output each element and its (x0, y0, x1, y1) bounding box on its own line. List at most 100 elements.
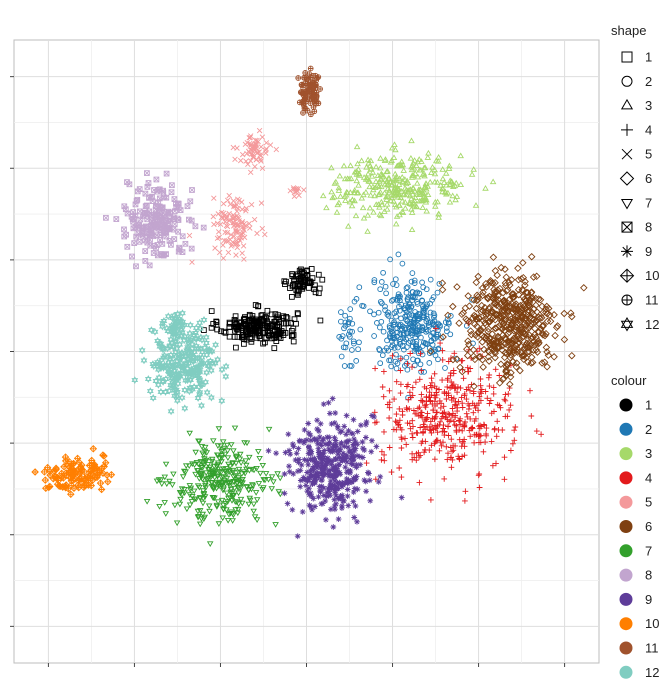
point (359, 204, 367, 211)
point (373, 419, 380, 425)
point (439, 185, 447, 192)
point (390, 154, 398, 161)
point (418, 440, 425, 447)
point (442, 170, 450, 176)
colour-legend-key (619, 422, 633, 436)
point (421, 184, 428, 191)
point (491, 426, 498, 433)
point (443, 396, 450, 402)
point (428, 442, 435, 449)
point (186, 232, 193, 239)
point (416, 327, 423, 334)
point (424, 301, 430, 308)
point (288, 333, 295, 340)
point (311, 479, 318, 486)
point (312, 289, 319, 296)
point (454, 389, 460, 396)
point (431, 370, 438, 377)
point (457, 152, 464, 159)
point (325, 440, 332, 447)
point (388, 469, 395, 475)
point (471, 439, 477, 446)
point (476, 484, 483, 491)
point (432, 352, 439, 359)
point (330, 474, 337, 481)
point (348, 460, 354, 467)
point (387, 197, 395, 204)
point (401, 305, 408, 311)
point (340, 162, 348, 169)
point (467, 387, 473, 394)
point (339, 505, 345, 511)
point (445, 165, 453, 171)
point (377, 473, 384, 480)
point (393, 308, 400, 315)
point (359, 454, 366, 461)
point (368, 172, 376, 179)
point (420, 170, 428, 176)
point (452, 196, 459, 203)
colour-legend-label: 5 (645, 495, 652, 510)
point (393, 213, 401, 219)
point (506, 385, 513, 391)
point (344, 493, 351, 499)
point (351, 197, 358, 204)
point (299, 509, 306, 515)
point (332, 410, 339, 416)
point (311, 92, 317, 99)
point (396, 406, 403, 412)
point (435, 210, 442, 217)
point (293, 450, 300, 457)
point (449, 192, 456, 199)
point (426, 360, 433, 366)
point (502, 391, 509, 398)
point (342, 197, 349, 203)
point (493, 433, 500, 440)
point (393, 351, 399, 358)
point (317, 317, 324, 324)
point (411, 347, 418, 354)
axis-ticks (10, 76, 566, 667)
point (416, 316, 423, 322)
point (383, 290, 389, 297)
point (391, 170, 399, 177)
shape-legend-label: 4 (645, 122, 652, 137)
point (417, 452, 424, 459)
point (317, 420, 324, 427)
point (434, 179, 441, 185)
point (412, 410, 419, 417)
point (262, 339, 268, 346)
point (389, 352, 396, 359)
point (343, 340, 350, 347)
colour-legend-key (619, 447, 633, 461)
series-2 (336, 251, 476, 401)
point (210, 213, 217, 220)
point (317, 456, 324, 463)
point (412, 290, 419, 297)
point (429, 319, 436, 326)
point (497, 404, 504, 411)
point (418, 367, 425, 374)
point (364, 211, 372, 218)
point (441, 476, 448, 482)
point (452, 385, 459, 391)
point (416, 376, 423, 383)
point (395, 251, 402, 258)
point (385, 347, 392, 354)
point (404, 187, 412, 193)
point (459, 404, 466, 411)
point (227, 320, 233, 327)
point (421, 384, 428, 390)
colour-legend-label: 9 (645, 592, 652, 607)
point (375, 201, 382, 207)
point (295, 75, 302, 81)
point (461, 422, 468, 429)
point (208, 324, 215, 331)
point (372, 163, 380, 170)
point (419, 297, 425, 304)
point (450, 410, 456, 417)
point (421, 449, 427, 456)
point (258, 312, 265, 319)
point (210, 321, 217, 327)
